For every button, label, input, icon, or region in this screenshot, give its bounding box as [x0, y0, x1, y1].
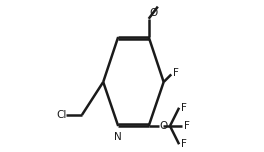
Text: O: O	[149, 8, 158, 18]
Text: F: F	[181, 139, 186, 149]
Text: O: O	[160, 121, 168, 131]
Text: F: F	[181, 103, 186, 113]
Text: Cl: Cl	[56, 110, 67, 120]
Text: F: F	[173, 68, 179, 78]
Text: N: N	[114, 132, 122, 142]
Text: F: F	[184, 121, 190, 131]
